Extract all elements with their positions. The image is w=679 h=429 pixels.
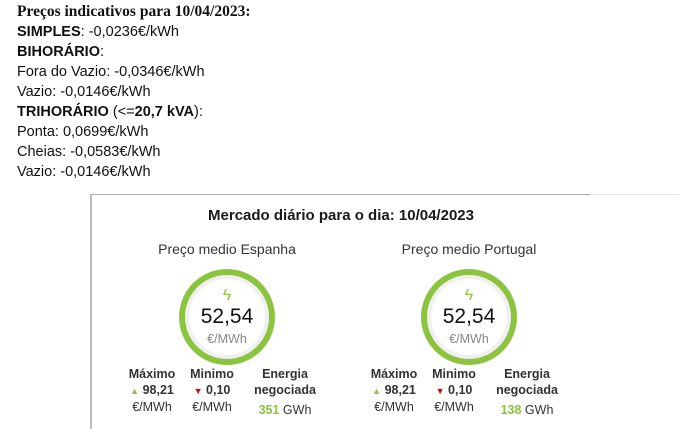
energy-stat: Energia negociada 351 GWh [254, 367, 316, 417]
fora-vazio-line: Fora do Vazio: -0,0346€/kWh [17, 64, 205, 80]
market-panel: Mercado diário para o dia: 10/04/2023 Pr… [90, 194, 590, 429]
price-unit: €/MWh [449, 332, 489, 346]
max-stat: Máximo ▲ 98,21 €/MWh [370, 367, 418, 414]
ponta-line: Ponta: 0,0699€/kWh [17, 124, 149, 140]
lightning-icon: ϟ [464, 287, 474, 304]
energy-stat: Energia negociada 138 GWh [496, 367, 558, 417]
average-price: 52,54 [200, 305, 254, 328]
price-unit: €/MWh [207, 332, 247, 346]
prices-heading: Preços indicativos para 10/04/2023: [17, 3, 251, 20]
cheias-line: Cheias: -0,0583€/kWh [17, 144, 161, 160]
average-price: 52,54 [442, 305, 496, 328]
bihorario-line: BIHORÁRIO: [17, 44, 105, 60]
column-subtitle: Preço medio Espanha [158, 241, 296, 257]
indicative-prices: Preços indicativos para 10/04/2023: SIMP… [17, 2, 251, 182]
min-stat: Minimo ▼ 0,10 €/MWh [432, 367, 476, 414]
vazio-tri-line: Vazio: -0,0146€/kWh [17, 164, 151, 180]
up-arrow-icon: ▲ [130, 386, 140, 396]
down-arrow-icon: ▼ [435, 386, 445, 396]
price-gauge: ϟ 52,54 €/MWh [179, 269, 275, 365]
up-arrow-icon: ▲ [372, 386, 382, 396]
simples-line: SIMPLES: -0,0236€/kWh [17, 24, 179, 40]
market-title: Mercado diário para o dia: 10/04/2023 [208, 207, 474, 224]
column-subtitle: Preço medio Portugal [401, 241, 537, 257]
lightning-icon: ϟ [222, 287, 232, 304]
divider [588, 194, 679, 195]
trihorario-line: TRIHORÁRIO (<=20,7 kVA): [17, 104, 203, 120]
vazio-bi-line: Vazio: -0,0146€/kWh [17, 84, 151, 100]
price-gauge: ϟ 52,54 €/MWh [421, 269, 517, 365]
min-stat: Minimo ▼ 0,10 €/MWh [190, 367, 234, 414]
max-stat: Máximo ▲ 98,21 €/MWh [128, 367, 176, 414]
down-arrow-icon: ▼ [193, 386, 203, 396]
